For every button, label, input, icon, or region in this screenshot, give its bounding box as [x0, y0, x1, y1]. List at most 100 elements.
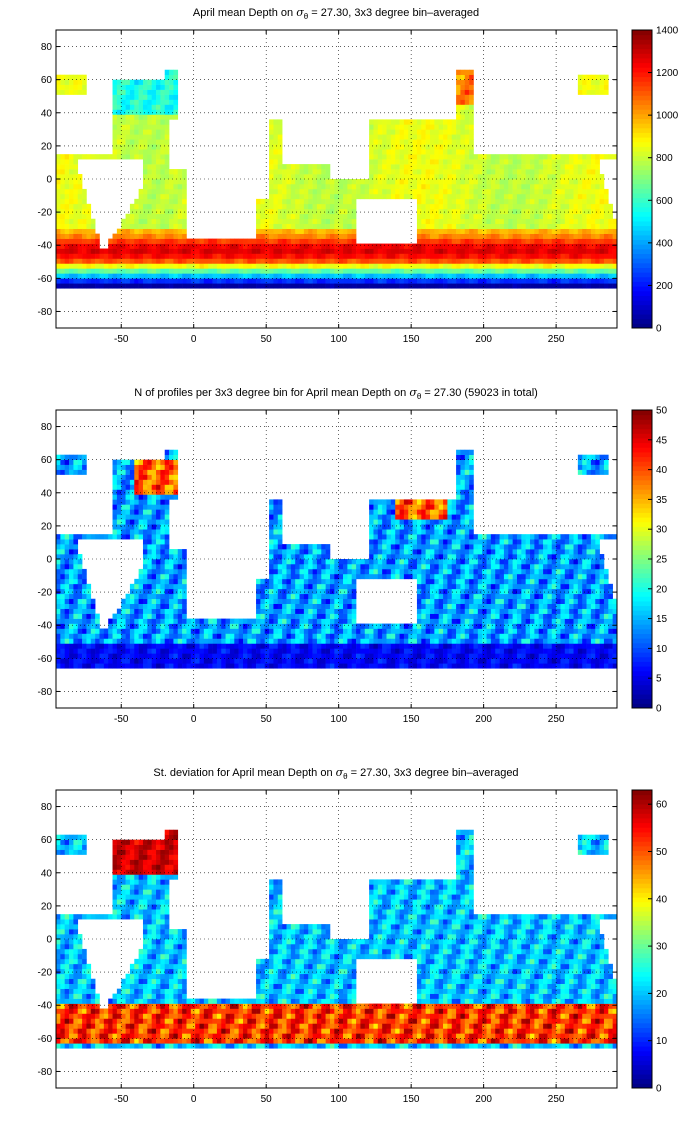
bin-cell — [564, 223, 570, 229]
bin-cell — [460, 228, 466, 234]
bin-cell — [386, 169, 392, 175]
bin-cell — [86, 633, 92, 639]
bin-cell — [416, 144, 422, 150]
bin-cell — [316, 179, 322, 185]
colorbar-step — [632, 151, 652, 157]
bin-cell — [382, 268, 387, 274]
bin-cell — [503, 228, 509, 234]
bin-cell — [586, 278, 592, 284]
bin-cell — [399, 258, 405, 264]
bin-cell — [486, 238, 492, 244]
bin-cell — [299, 203, 305, 210]
bin-cell — [147, 643, 152, 649]
bin-cell — [73, 549, 79, 555]
bin-cell — [260, 208, 266, 215]
bin-cell — [334, 628, 339, 634]
bin-cell — [534, 258, 540, 264]
bin-cell — [543, 233, 548, 239]
bin-cell — [121, 124, 126, 130]
bin-cell — [173, 464, 179, 470]
bin-cell — [456, 164, 461, 170]
bin-cell — [264, 593, 270, 600]
bin-cell — [169, 183, 174, 190]
bin-cell — [547, 233, 553, 239]
bin-cell — [343, 183, 348, 190]
bin-cell — [77, 643, 83, 649]
bin-cell — [142, 484, 148, 490]
bin-cell — [295, 568, 300, 575]
bin-cell — [125, 268, 131, 274]
bin-cell — [321, 549, 326, 555]
bin-cell — [299, 628, 305, 634]
bin-cell — [286, 573, 292, 580]
bin-cell — [290, 568, 296, 575]
bin-cell — [495, 198, 500, 205]
bin-cell — [269, 588, 274, 595]
bin-cell — [530, 213, 535, 220]
bin-cell — [334, 653, 339, 659]
bin-cell — [321, 213, 326, 220]
bin-cell — [395, 278, 400, 284]
bin-cell — [295, 603, 300, 609]
bin-cell — [151, 563, 157, 570]
bin-cell — [312, 638, 318, 644]
bin-cell — [303, 233, 309, 239]
bin-cell — [308, 613, 313, 619]
bin-cell — [382, 119, 387, 125]
bin-cell — [499, 278, 505, 284]
bin-cell — [86, 598, 92, 604]
bin-cell — [338, 218, 344, 224]
bin-cell — [156, 633, 161, 639]
bin-cell — [425, 164, 431, 170]
bin-cell — [412, 273, 418, 279]
bin-cell — [364, 183, 370, 190]
bin-cell — [60, 238, 65, 244]
bin-cell — [547, 198, 553, 205]
bin-cell — [160, 633, 166, 639]
bin-cell — [325, 268, 331, 274]
bin-cell — [182, 554, 187, 560]
bin-cell — [516, 193, 522, 200]
bin-cell — [421, 149, 426, 155]
bin-cell — [56, 89, 61, 95]
bin-cell — [521, 203, 526, 210]
bin-cell — [169, 213, 174, 220]
bin-cell — [177, 618, 183, 624]
bin-cell — [86, 283, 92, 289]
bin-cell — [142, 278, 148, 284]
bin-cell — [473, 174, 479, 180]
bin-cell — [73, 174, 79, 180]
bin-cell — [229, 263, 235, 269]
bin-cell — [56, 174, 61, 180]
bin-cell — [99, 268, 105, 274]
bin-cell — [282, 174, 287, 180]
bin-cell — [308, 648, 313, 654]
bin-cell — [195, 658, 200, 664]
bin-cell — [156, 549, 161, 555]
bin-cell — [129, 464, 135, 470]
bin-cell — [569, 159, 574, 165]
bin-cell — [538, 243, 544, 249]
bin-cell — [77, 648, 83, 654]
bin-cell — [534, 183, 540, 190]
bin-cell — [82, 623, 87, 629]
bin-cell — [525, 164, 531, 170]
bin-cell — [56, 218, 61, 224]
bin-cell — [516, 263, 522, 269]
bin-cell — [443, 174, 448, 180]
bin-cell — [216, 633, 222, 639]
bin-cell — [551, 248, 557, 254]
bin-cell — [369, 273, 374, 279]
bin-cell — [434, 129, 439, 135]
bin-cell — [538, 233, 544, 239]
bin-cell — [138, 99, 144, 105]
bin-cell — [416, 258, 422, 264]
bin-cell — [286, 174, 292, 180]
bin-cell — [256, 643, 261, 649]
bin-cell — [525, 268, 531, 274]
bin-cell — [212, 273, 218, 279]
bin-cell — [290, 598, 296, 604]
bin-cell — [282, 544, 287, 550]
bin-cell — [412, 268, 418, 274]
bin-cell — [277, 238, 283, 244]
